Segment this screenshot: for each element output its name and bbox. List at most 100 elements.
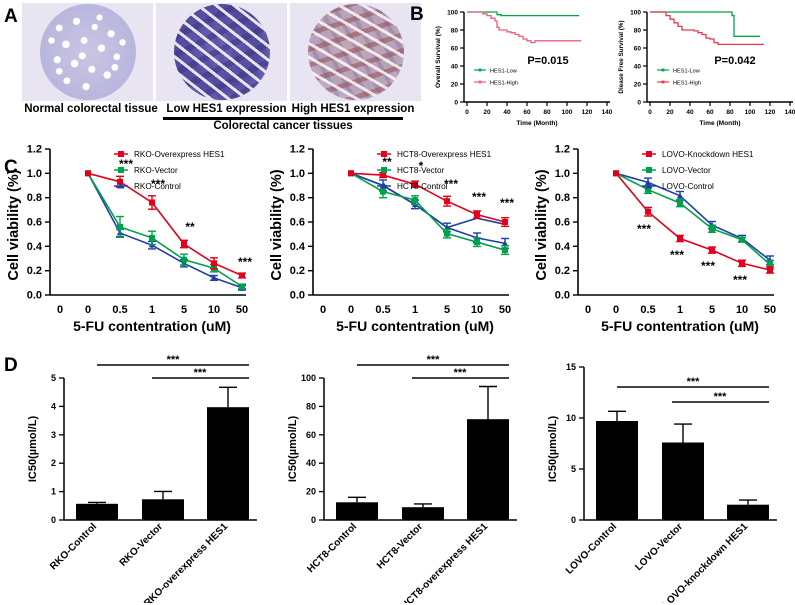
- svg-text:0.0: 0.0: [555, 290, 570, 302]
- svg-text:60: 60: [451, 45, 459, 52]
- svg-text:0.6: 0.6: [555, 217, 570, 229]
- y-tick-labels: 0 5 10 15: [566, 362, 576, 525]
- svg-text:0.0: 0.0: [290, 290, 305, 302]
- svg-text:20: 20: [451, 81, 459, 88]
- sig-marker: ***: [167, 354, 181, 366]
- panel-a-letter: A: [4, 6, 18, 27]
- svg-text:60: 60: [523, 109, 531, 116]
- svg-text:20: 20: [666, 109, 674, 116]
- svg-text:0: 0: [454, 99, 458, 106]
- legend-label-hct8-vector: HCT8-Vector: [397, 166, 445, 175]
- svg-text:0.6: 0.6: [27, 217, 42, 229]
- svg-text:60: 60: [306, 430, 316, 440]
- svg-text:0: 0: [585, 304, 591, 316]
- svg-text:0: 0: [57, 304, 63, 316]
- y-tick-labels: 0 20 40 60 80 100: [447, 9, 458, 106]
- legend-label-hes1-high: HES1-High: [490, 80, 518, 86]
- svg-text:0.4: 0.4: [555, 241, 571, 253]
- svg-text:100: 100: [447, 9, 458, 16]
- tissue-core-disc: [173, 4, 270, 100]
- svg-text:0: 0: [85, 304, 91, 316]
- hct8-ic50-svg: 0 20 40 60 80 100: [287, 354, 517, 605]
- svg-text:10: 10: [208, 304, 220, 316]
- legend: RKO-Overexpress HES1 RKO-Vector RKO-Cont…: [114, 150, 225, 191]
- sig-marker: ***: [701, 259, 715, 273]
- svg-text:40: 40: [634, 63, 642, 70]
- svg-text:1: 1: [677, 304, 683, 316]
- svg-text:60: 60: [634, 45, 642, 52]
- colorectal-cancer-bracket: [163, 117, 403, 120]
- svg-text:0.8: 0.8: [27, 192, 42, 204]
- bar-rko-overexpress-hes1: [207, 407, 249, 520]
- svg-text:4: 4: [51, 401, 56, 411]
- svg-text:100: 100: [301, 373, 316, 383]
- bar-lovo-knockdown-hes1: [727, 504, 769, 520]
- bar-lovo-control: [596, 421, 638, 520]
- legend: HES1-Low HES1-High: [474, 68, 518, 86]
- svg-text:20: 20: [483, 109, 491, 116]
- svg-text:0: 0: [613, 304, 619, 316]
- chart-rko-ic50-bar: 0 1 2 3 4 5: [2, 345, 267, 605]
- panel-d: D 0 1 2 3 4: [0, 345, 795, 605]
- sig-marker: ***: [238, 255, 252, 269]
- svg-text:0: 0: [637, 99, 641, 106]
- svg-text:140: 140: [602, 109, 613, 116]
- svg-text:120: 120: [582, 109, 593, 116]
- series-rko-overexpress-markers: [85, 170, 245, 279]
- svg-text:5: 5: [181, 304, 187, 316]
- svg-text:1: 1: [149, 304, 155, 316]
- series-hct8-overexpress-markers: [348, 170, 508, 225]
- svg-text:60: 60: [706, 109, 714, 116]
- hct8-viability-svg: 0.0 0.2 0.4 0.6 0.8 1.0 1.2 0 0 0.5 1 5 …: [269, 144, 514, 335]
- svg-text:10: 10: [471, 304, 483, 316]
- x-tick-labels: 0 20 40 60 80 100 120 140: [465, 109, 613, 116]
- error-bars: [608, 410, 757, 505]
- sig-marker: ***: [500, 196, 514, 210]
- sig-marker: ***: [194, 367, 208, 379]
- significance-markers: ** * *** *** ***: [382, 155, 514, 210]
- legend-label-rko-vector: RKO-Vector: [134, 166, 178, 175]
- x-label-lovo-vector: LOVO-Vector: [633, 521, 685, 573]
- svg-text:0: 0: [311, 515, 316, 525]
- svg-text:80: 80: [543, 109, 551, 116]
- caption-low-hes1-expression: Low HES1 expression: [166, 103, 287, 115]
- panel-a-captions: Normal colorectal tissue Low HES1 expres…: [18, 103, 418, 115]
- svg-text:40: 40: [686, 109, 694, 116]
- svg-text:1: 1: [51, 487, 56, 497]
- svg-text:20: 20: [306, 487, 316, 497]
- legend: HCT8-Overexpress HES1 HCT8-Vector HCT8-C…: [377, 150, 492, 191]
- sig-marker: ***: [444, 177, 458, 191]
- chart-lovo-cell-viability: 0.0 0.2 0.4 0.6 0.8 1.0 1.2 0 0 0.5 1 5 …: [530, 133, 795, 343]
- chart-overall-survival-km: 0 20 40 60 80 100 0 20 40 60 80 100 120 …: [430, 4, 620, 130]
- svg-text:50: 50: [764, 304, 776, 316]
- series-rko-vector-errorbars: [116, 215, 246, 290]
- colorectal-cancer-tissues-label: Colorectal cancer tissues: [213, 120, 353, 132]
- legend: HES1-Low HES1-High: [657, 68, 701, 86]
- svg-text:1: 1: [412, 304, 418, 316]
- series-rko-overexpress-hes1-line: [87, 172, 243, 277]
- svg-text:10: 10: [736, 304, 748, 316]
- y-tick-labels: 0.0 0.2 0.4 0.6 0.8 1.0 1.2: [555, 144, 571, 302]
- sig-marker: ***: [472, 190, 486, 204]
- svg-text:100: 100: [745, 109, 756, 116]
- sig-marker: ***: [637, 222, 651, 236]
- x-tick-labels: HCT8-Control HCT8-Vector HCT8-overexpres…: [305, 521, 490, 605]
- significance-bars: *** ***: [357, 354, 509, 379]
- y-axis-title: Cell viability (%): [269, 169, 285, 280]
- svg-text:3: 3: [51, 430, 56, 440]
- p-value-label: P=0.042: [714, 55, 755, 67]
- svg-text:5: 5: [444, 304, 450, 316]
- sig-marker: **: [185, 220, 195, 234]
- x-label-rko-vector: RKO-Vector: [118, 521, 166, 569]
- sig-marker: ***: [670, 248, 684, 262]
- significance-bars: *** ***: [617, 376, 769, 403]
- panel-a: A Normal colorectal tissue Low HES1 expr…: [0, 0, 421, 132]
- lovo-viability-svg: 0.0 0.2 0.4 0.6 0.8 1.0 1.2 0 0 0.5 1 5 …: [534, 144, 776, 335]
- svg-text:1.0: 1.0: [27, 168, 42, 180]
- caption-normal-colorectal-tissue: Normal colorectal tissue: [24, 103, 158, 115]
- svg-text:0: 0: [571, 515, 576, 525]
- panel-b-letter: B: [410, 4, 424, 25]
- svg-text:0.8: 0.8: [290, 192, 305, 204]
- overall-survival-svg: 0 20 40 60 80 100 0 20 40 60 80 100 120 …: [435, 9, 613, 127]
